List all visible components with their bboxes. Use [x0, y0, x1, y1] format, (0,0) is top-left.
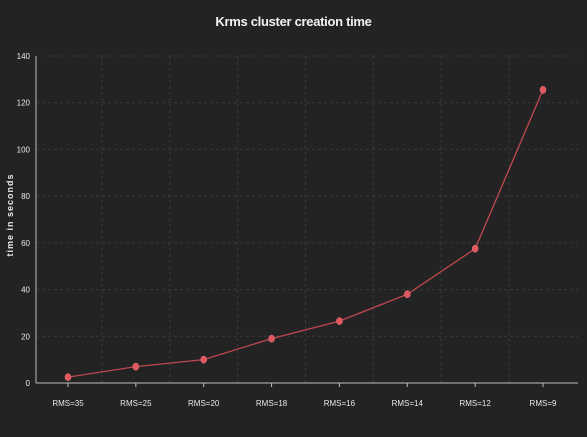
y-tick-label: 60 — [21, 239, 30, 248]
x-tick-label: RMS=25 — [120, 399, 152, 408]
y-tick-label: 40 — [21, 286, 30, 295]
y-tick-label: 20 — [21, 332, 30, 341]
x-tick-label: RMS=14 — [392, 399, 424, 408]
x-tick-label: RMS=18 — [256, 399, 288, 408]
data-point — [336, 317, 343, 325]
x-tick-label: RMS=35 — [52, 399, 84, 408]
y-tick-label: 120 — [17, 99, 31, 108]
y-tick-label: 140 — [17, 52, 31, 61]
y-tick-label: 100 — [17, 145, 31, 154]
data-point — [64, 373, 72, 382]
data-point — [200, 355, 207, 364]
x-tick-label: RMS=9 — [530, 399, 557, 408]
x-tick-label: RMS=12 — [459, 399, 491, 408]
data-point — [132, 362, 140, 371]
data-point — [539, 86, 547, 94]
chart-title: Krms cluster creation time — [215, 14, 372, 29]
data-point — [268, 334, 275, 343]
x-tick-label: RMS=16 — [324, 399, 356, 408]
series-line — [67, 89, 544, 378]
y-tick-label: 80 — [21, 192, 30, 201]
y-tick-label: 0 — [26, 379, 31, 388]
data-point — [471, 244, 479, 253]
data-point — [404, 290, 411, 299]
x-tick-label: RMS=20 — [188, 399, 220, 408]
